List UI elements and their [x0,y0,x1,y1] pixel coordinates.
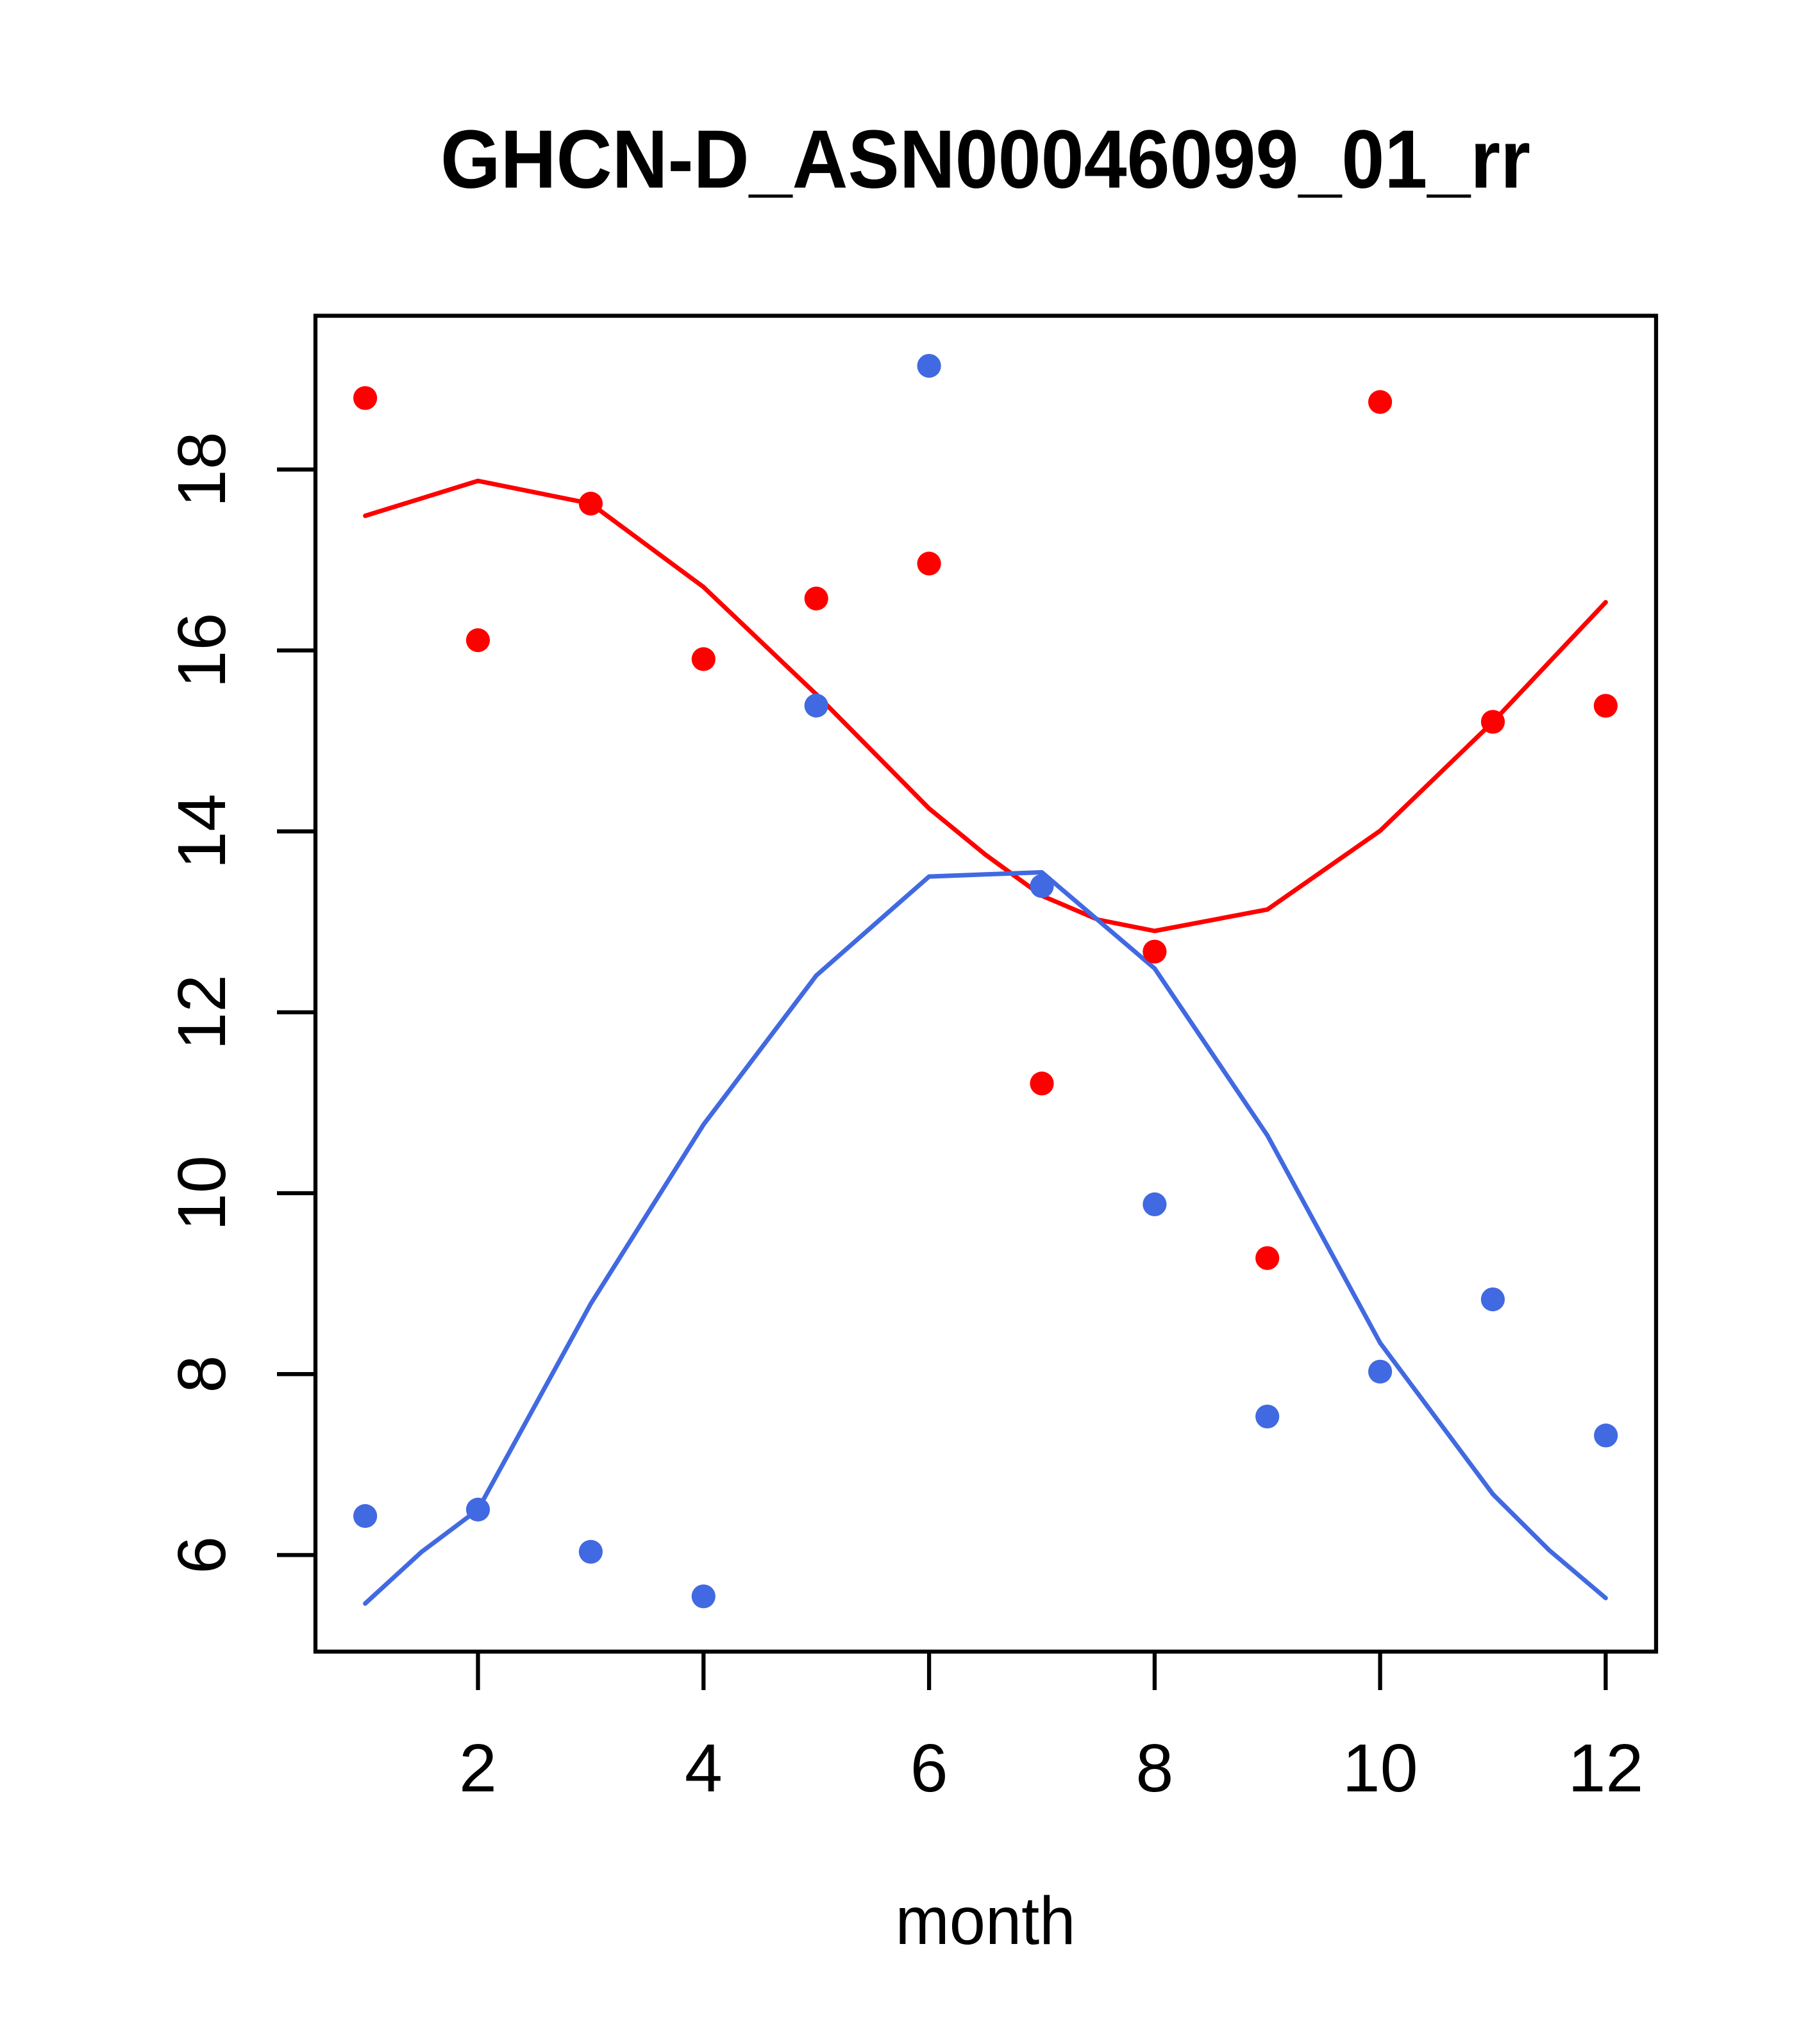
svg-text:16: 16 [164,613,240,689]
svg-text:6: 6 [910,1730,948,1806]
svg-text:12: 12 [164,975,240,1050]
svg-text:4: 4 [685,1730,723,1806]
svg-text:6: 6 [164,1536,240,1574]
svg-text:GHCN-D_ASN00046099_01_rr: GHCN-D_ASN00046099_01_rr [440,113,1530,206]
svg-text:14: 14 [164,794,240,869]
svg-text:10: 10 [1343,1730,1418,1806]
svg-text:18: 18 [164,431,240,507]
svg-text:8: 8 [1135,1730,1173,1806]
svg-text:12: 12 [1568,1730,1643,1806]
svg-text:month: month [896,1883,1076,1959]
svg-text:2: 2 [459,1730,497,1806]
svg-text:10: 10 [164,1155,240,1231]
svg-text:8: 8 [164,1355,240,1393]
